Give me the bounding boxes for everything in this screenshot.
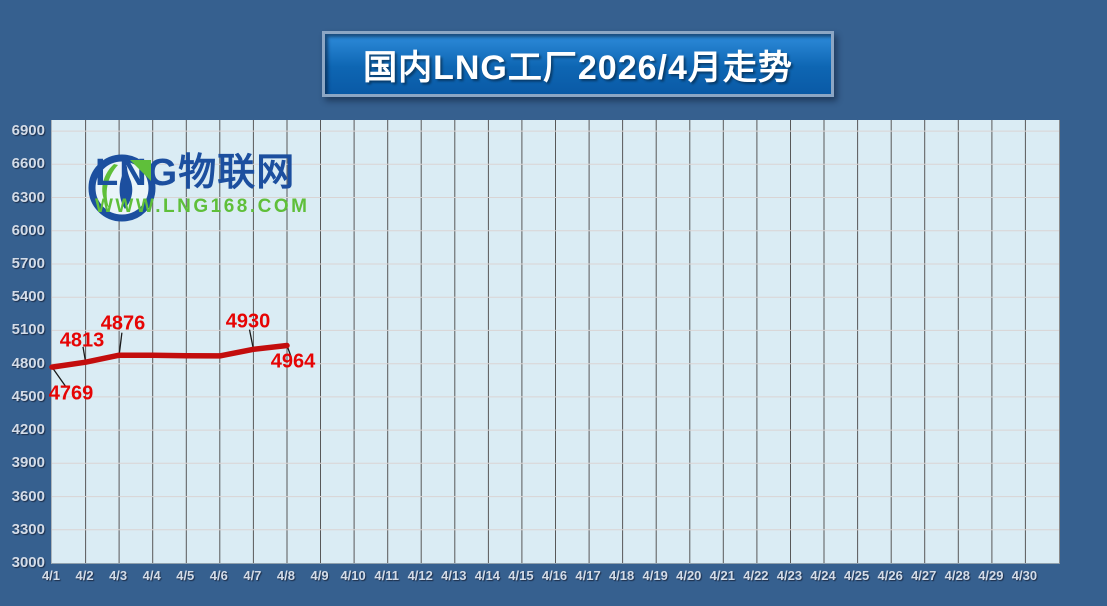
data-point-label: 4930 (225, 310, 271, 333)
chart-title: 国内LNG工厂2026/4月走势 (363, 48, 793, 87)
x-axis-tick-label: 4/21 (709, 568, 735, 583)
y-axis-tick-label: 6600 (11, 155, 45, 173)
lng-watermark-logo: LNG物联网 WWW.LNG168.COM (87, 152, 310, 222)
x-axis-tick-label: 4/16 (541, 568, 568, 583)
x-axis-tick-label: 4/2 (75, 568, 94, 583)
price-line-chart (49, 120, 1059, 563)
x-axis-tick-label: 4/8 (276, 568, 295, 583)
lng-logo-icon (88, 154, 156, 222)
title-banner: 国内LNG工厂2026/4月走势 (322, 31, 834, 97)
y-axis-tick-label: 6300 (11, 188, 45, 206)
y-axis-tick-label: 3300 (11, 520, 45, 538)
x-axis-tick-label: 4/17 (575, 568, 601, 583)
x-axis-tick-label: 4/27 (911, 568, 937, 583)
y-axis-tick-label: 6000 (11, 221, 45, 239)
y-axis-tick-label: 5100 (11, 321, 45, 339)
x-axis-tick-label: 4/23 (776, 568, 803, 583)
x-axis-tick-label: 4/4 (142, 568, 161, 583)
x-axis-tick-label: 4/30 (1011, 568, 1038, 583)
y-axis-tick-label: 4500 (11, 387, 45, 405)
y-axis-tick-label: 4200 (11, 421, 45, 439)
x-axis-tick-label: 4/14 (474, 568, 501, 583)
data-point-label: 4813 (59, 329, 105, 352)
y-axis-tick-label: 5700 (11, 254, 45, 272)
x-axis-tick-label: 4/25 (843, 568, 870, 583)
x-axis-tick-label: 4/7 (243, 568, 262, 583)
y-axis-tick-label: 3900 (11, 454, 45, 472)
x-axis-tick-label: 4/24 (810, 568, 836, 583)
y-axis-tick-label: 4800 (11, 354, 45, 372)
x-axis-tick-label: 4/15 (508, 568, 534, 583)
y-axis-tick-label: 6900 (11, 122, 45, 140)
y-axis-tick-label: 3600 (11, 487, 45, 505)
y-axis-tick-label: 3000 (11, 554, 45, 571)
x-axis-tick-label: 4/28 (944, 568, 970, 583)
plot-area: LNG物联网 WWW.LNG168.COM 4769 4813 4876 4930 49… (48, 120, 1060, 564)
x-axis-tick-label: 4/3 (109, 568, 128, 583)
x-axis-tick-label: 4/10 (340, 568, 366, 583)
data-point-label: 4964 (270, 350, 316, 373)
x-axis-tick-label: 4/18 (608, 568, 635, 583)
x-axis-tick-label: 4/22 (743, 568, 769, 583)
x-axis-tick-label: 4/13 (441, 568, 467, 583)
data-point-label: 4769 (48, 382, 94, 405)
x-axis-tick-label: 4/29 (978, 568, 1004, 583)
x-axis-tick-label: 4/19 (642, 568, 668, 583)
x-axis-tick-label: 4/11 (374, 568, 399, 583)
data-point-label: 4876 (100, 312, 146, 335)
x-axis-tick-label: 4/20 (676, 568, 702, 583)
x-axis-tick-label: 4/6 (209, 568, 228, 583)
y-axis-tick-label: 5400 (11, 288, 45, 306)
logo-brand-text: LNG物联网 (95, 152, 296, 194)
x-axis-tick-label: 4/5 (176, 568, 195, 583)
x-axis-tick-label: 4/26 (877, 568, 903, 583)
logo-url-text: WWW.LNG168.COM (95, 195, 310, 217)
x-axis-tick-label: 4/1 (41, 568, 61, 583)
x-axis-tick-label: 4/12 (407, 568, 433, 583)
x-axis-tick-label: 4/9 (310, 568, 329, 583)
